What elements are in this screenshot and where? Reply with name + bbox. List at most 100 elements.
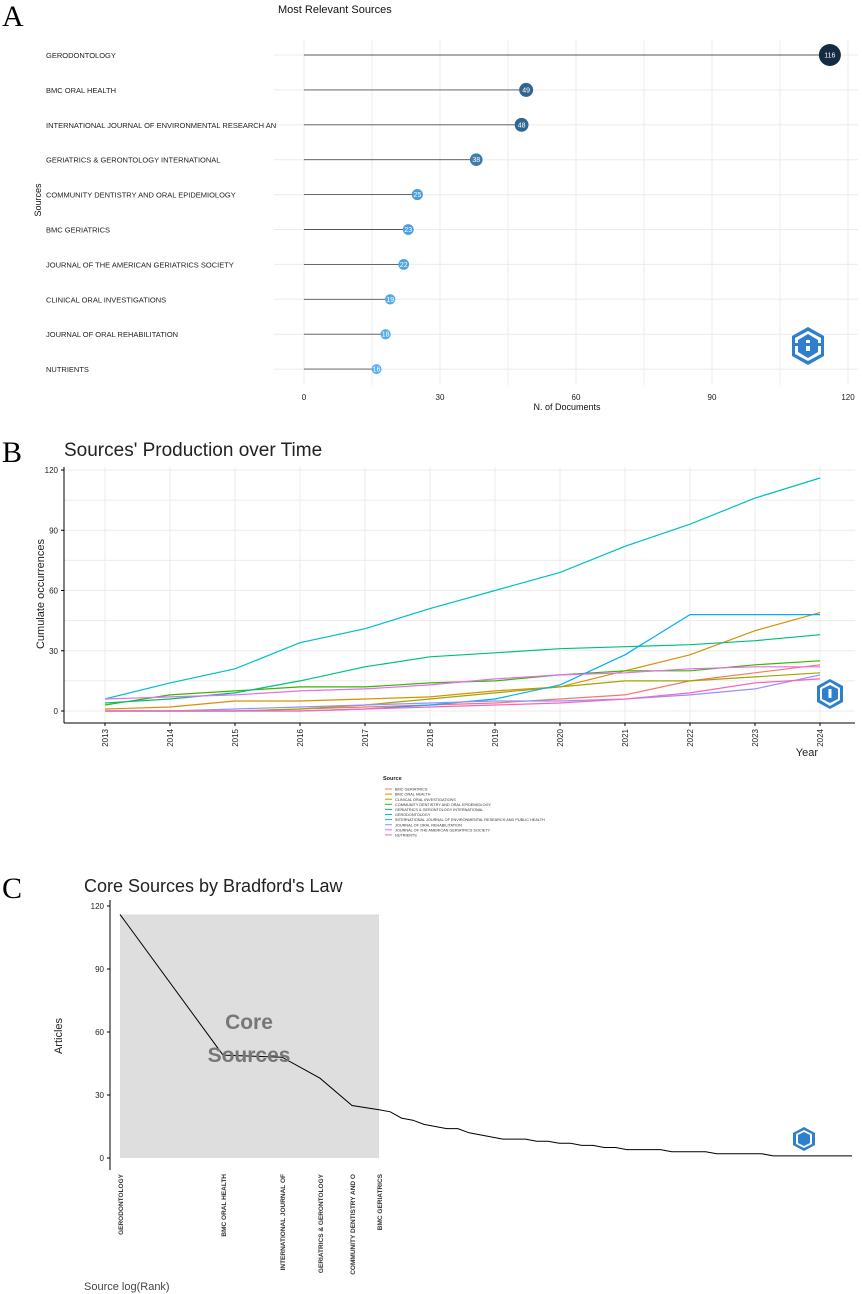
legend-label: JOURNAL OF THE AMERICAN GERIATRICS SOCIE…	[395, 828, 491, 832]
x-tick-label: 120	[841, 393, 855, 402]
lollipop-point	[398, 259, 410, 270]
chart-b-lines	[104, 477, 821, 712]
chart-a-marks: GERODONTOLOGY 116 BMC ORAL HEALTH 49 INTERNA…	[46, 44, 841, 375]
source-label: COMMUNITY DENTISTRY AND ORAL EPIDEMIOLOG…	[46, 191, 236, 200]
lollipop-point	[380, 329, 391, 340]
series-line	[104, 612, 821, 710]
bradford-curve	[119, 914, 852, 1157]
source-label: NUTRIENTS	[46, 365, 89, 374]
x-tick-label: 30	[436, 393, 445, 402]
source-label: JOURNAL OF ORAL REHABILITATION	[46, 330, 178, 339]
x-tick-label: 2024	[816, 728, 825, 746]
lollipop-point	[519, 82, 534, 97]
point-value-label: 22	[400, 262, 408, 269]
y-tick-label: 60	[49, 587, 58, 596]
legend-label: INTERNATIONAL JOURNAL OF ENVIRONMENTAL R…	[395, 818, 545, 822]
x-source-label: BMC GERIATRICS	[377, 1173, 384, 1230]
y-tick-label: 30	[95, 1091, 104, 1100]
lollipop-point	[411, 189, 423, 201]
logo-icon	[817, 679, 843, 709]
legend-label: GERODONTOLOGY	[395, 813, 431, 817]
chart-a-most-relevant-sources: Most Relevant Sources GERODONTOLOGY 116 BM…	[33, 4, 858, 412]
chart-c-x-labels: GERODONTOLOGY BMC ORAL HEALTH INTERNATIONA…	[118, 1173, 384, 1274]
y-tick-label: 60	[95, 1028, 104, 1037]
x-tick-label: 2014	[166, 728, 175, 746]
source-label: JOURNAL OF THE AMERICAN GERIATRICS SOCIE…	[46, 260, 234, 269]
lollipop-point	[402, 224, 414, 235]
x-tick-label: 2020	[556, 728, 565, 746]
chart-a-ylabel: Sources	[33, 183, 43, 217]
chart-a-xlabel: N. of Documents	[533, 402, 601, 412]
y-tick-label: 120	[45, 466, 59, 475]
source-label: BMC ORAL HEALTH	[46, 86, 116, 95]
x-tick-label: 2018	[426, 728, 435, 746]
series-line	[104, 477, 821, 700]
y-tick-label: 0	[54, 707, 59, 716]
chart-b-xlabel: Year	[796, 747, 819, 759]
chart-c-xlabel: Source log(Rank)	[84, 1281, 170, 1293]
series-line	[105, 674, 821, 712]
source-label: BMC GERIATRICS	[46, 226, 110, 235]
series-line	[105, 664, 821, 712]
source-label: GERIATRICS & GERONTOLOGY INTERNATIONAL	[46, 156, 220, 165]
source-label: INTERNATIONAL JOURNAL OF ENVIRONMENTAL R…	[46, 121, 276, 130]
x-source-label: COMMUNITY DENTISTRY AND O	[350, 1174, 357, 1275]
x-source-label: BMC ORAL HEALTH	[221, 1174, 228, 1237]
chart-c-title: Core Sources by Bradford's Law	[84, 876, 344, 896]
series-line	[104, 634, 821, 704]
point-value-label: 16	[373, 367, 381, 374]
x-source-label: GERODONTOLOGY	[118, 1173, 125, 1235]
point-value-label: 49	[522, 87, 530, 94]
y-tick-label: 30	[49, 647, 58, 656]
core-label-line1: Core	[225, 1011, 273, 1034]
point-value-label: 18	[382, 332, 390, 339]
legend-label: BMC GERIATRICS	[395, 788, 428, 792]
x-tick-label: 90	[708, 393, 717, 402]
lollipop-point	[384, 294, 396, 305]
legend-label: JOURNAL OF ORAL REHABILITATION	[395, 823, 462, 827]
x-tick-label: 60	[572, 393, 581, 402]
chart-c-ylabel: Articles	[53, 1017, 65, 1054]
panel-c-letter: C	[2, 872, 22, 905]
chart-b-ylabel: Cumulate occurrences	[35, 538, 47, 649]
x-tick-label: 2022	[686, 728, 695, 746]
chart-a-gridlines	[274, 40, 858, 385]
chart-c-bradford-law: Core Sources by Bradford's Law 0 30 60 90 12…	[53, 876, 852, 1293]
chart-b-sources-production: Sources' Production over Time 0 30 60 90 120…	[35, 440, 855, 838]
x-source-label: GERIATRICS & GERONTOLOGY	[318, 1173, 325, 1273]
logo-icon	[792, 327, 824, 365]
chart-a-title: Most Relevant Sources	[278, 4, 392, 16]
chart-b-axes: 0 30 60 90 120 2013 2014 2015 2016 2017 2018 2019 20…	[45, 466, 855, 747]
lollipop-point	[818, 44, 841, 66]
y-tick-label: 90	[49, 526, 58, 535]
lollipop-point	[371, 364, 382, 375]
y-tick-label: 90	[95, 965, 104, 974]
chart-b-title: Sources' Production over Time	[64, 440, 322, 461]
series-line	[105, 678, 821, 712]
point-value-label: 23	[404, 227, 412, 234]
point-value-label: 116	[824, 53, 835, 60]
panel-b-letter: B	[2, 436, 22, 469]
point-value-label: 38	[472, 157, 480, 164]
logo-icon	[793, 1127, 815, 1151]
y-tick-label: 0	[100, 1154, 105, 1163]
x-tick-label: 2017	[361, 728, 370, 746]
chart-a-x-ticks: 0 30 60 90 120	[302, 393, 855, 402]
panel-a-letter: A	[2, 0, 24, 33]
legend-label: COMMUNITY DENTISTRY AND ORAL EPIDEMIOLOG…	[395, 803, 492, 807]
lollipop-point	[514, 117, 529, 132]
legend-label: CLINICAL ORAL INVESTIGATIONS	[395, 798, 456, 802]
point-value-label: 19	[386, 297, 394, 304]
lollipop-point	[469, 153, 483, 167]
point-value-label: 25	[413, 192, 421, 199]
x-tick-label: 2023	[751, 728, 760, 746]
series-line	[104, 666, 820, 700]
source-label: CLINICAL ORAL INVESTIGATIONS	[46, 295, 166, 304]
legend-title: Source	[383, 776, 402, 782]
legend-label: GERIATRICS & GERONTOLOGY INTERNATIONAL	[395, 808, 483, 812]
x-tick-label: 0	[302, 393, 307, 402]
chart-c-axes: 0 30 60 90 120	[91, 900, 111, 1170]
point-value-label: 48	[518, 122, 526, 129]
x-tick-label: 2019	[491, 728, 500, 746]
